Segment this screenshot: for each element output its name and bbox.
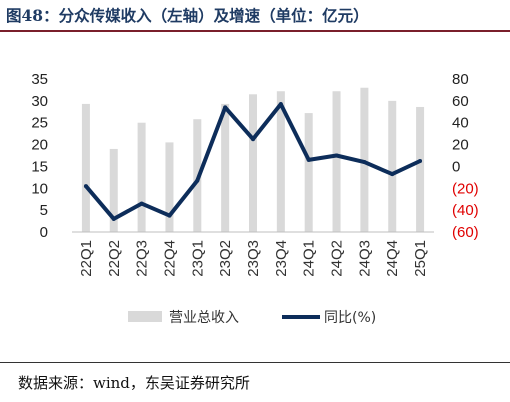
revenue-bar-24Q4 (388, 100, 397, 232)
revenue-bar-23Q4 (276, 91, 285, 232)
source-rule (0, 362, 510, 363)
left-tick-label: 5 (40, 202, 48, 219)
left-tick-label: 0 (40, 224, 48, 241)
left-tick-label: 15 (31, 158, 48, 175)
category-label-22Q4: 22Q4 (161, 240, 178, 277)
growth-point-24Q3 (362, 160, 367, 165)
growth-point-22Q4 (167, 213, 172, 218)
revenue-bar-24Q1 (304, 113, 313, 232)
growth-point-23Q4 (278, 102, 283, 107)
growth-point-23Q3 (251, 137, 255, 142)
category-label-23Q1: 23Q1 (189, 240, 206, 277)
revenue-bar-22Q3 (137, 122, 146, 232)
category-label-25Q1: 25Q1 (412, 240, 429, 277)
category-label-22Q3: 22Q3 (134, 240, 151, 277)
category-label-23Q2: 23Q2 (217, 240, 234, 277)
category-label-24Q4: 24Q4 (384, 240, 401, 277)
growth-point-22Q1 (83, 184, 88, 189)
growth-point-24Q4 (390, 172, 395, 177)
chart-legend: 营业总收入 同比(%) (128, 310, 376, 326)
category-label-24Q3: 24Q3 (356, 240, 373, 277)
revenue-growth-chart: 0 5 10 15 20 25 30 35 (60) (40) (20) 0 20 40 60 80 22Q… (31, 71, 479, 326)
category-labels: 22Q1 22Q2 22Q3 22Q4 23Q1 23Q2 23Q3 23Q4 24Q1 24Q2… (78, 240, 429, 277)
category-label-22Q1: 22Q1 (78, 240, 95, 277)
right-tick-label: (40) (452, 202, 479, 219)
revenue-bar-23Q2 (221, 103, 230, 232)
left-tick-label: 35 (31, 71, 48, 88)
right-tick-label: 20 (452, 137, 469, 154)
revenue-bar-23Q3 (249, 94, 257, 232)
right-tick-label: (20) (452, 180, 479, 197)
growth-point-22Q2 (111, 216, 116, 221)
right-axis-ticks: (60) (40) (20) 0 20 40 60 80 (452, 71, 479, 241)
right-tick-label: 60 (452, 93, 469, 110)
revenue-bar-22Q4 (165, 142, 174, 232)
right-tick-label: (60) (452, 224, 479, 241)
revenue-bar-24Q3 (360, 87, 369, 232)
revenue-bar-22Q1 (81, 103, 90, 232)
right-tick-label: 0 (452, 158, 460, 175)
growth-point-23Q2 (223, 105, 228, 110)
growth-point-25Q1 (418, 158, 423, 163)
title-rule (0, 30, 510, 32)
category-label-24Q1: 24Q1 (301, 240, 318, 277)
legend-line-label: 同比(%) (324, 310, 376, 326)
revenue-bar-24Q2 (332, 91, 341, 232)
revenue-bars (81, 87, 425, 232)
left-axis-ticks: 0 5 10 15 20 25 30 35 (31, 71, 48, 241)
growth-point-24Q2 (334, 153, 339, 158)
right-tick-label: 40 (452, 115, 469, 132)
growth-point-22Q3 (139, 201, 144, 206)
revenue-bar-25Q1 (416, 106, 425, 232)
revenue-bar-22Q2 (109, 148, 118, 232)
left-tick-label: 25 (31, 115, 48, 132)
category-label-23Q4: 23Q4 (273, 240, 290, 277)
category-label-22Q2: 22Q2 (106, 240, 123, 277)
category-label-23Q3: 23Q3 (245, 240, 262, 277)
left-tick-label: 20 (31, 137, 48, 154)
left-tick-label: 10 (31, 180, 48, 197)
category-label-24Q2: 24Q2 (329, 240, 346, 277)
growth-point-23Q1 (195, 178, 200, 183)
left-tick-label: 30 (31, 93, 48, 110)
growth-point-24Q1 (306, 157, 311, 162)
right-tick-label: 80 (452, 71, 469, 88)
legend-bar-swatch (128, 311, 162, 322)
figure-title: 图48：分众传媒收入（左轴）及增速（单位：亿元） (6, 6, 369, 25)
source-note: 数据来源：wind，东吴证券研究所 (18, 374, 250, 392)
legend-bar-label: 营业总收入 (169, 310, 239, 326)
